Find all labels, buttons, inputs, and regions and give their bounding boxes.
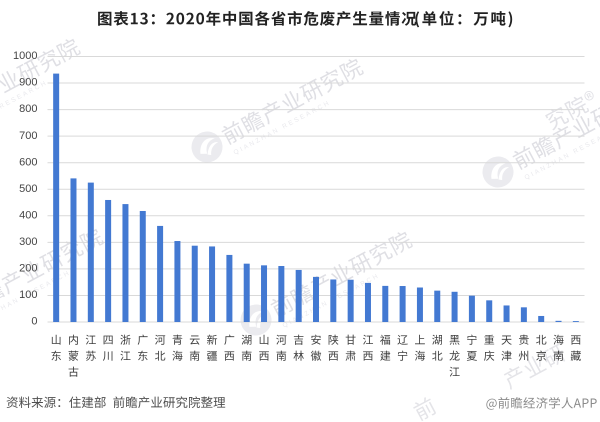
- svg-text:300: 300: [19, 236, 37, 248]
- svg-text:200: 200: [19, 263, 37, 275]
- svg-text:1000: 1000: [13, 50, 37, 62]
- svg-text:700: 700: [19, 130, 37, 142]
- svg-text:800: 800: [19, 103, 37, 115]
- svg-text:400: 400: [19, 209, 37, 221]
- svg-text:900: 900: [19, 77, 37, 89]
- svg-text:600: 600: [19, 156, 37, 168]
- svg-text:100: 100: [19, 289, 37, 301]
- svg-text:500: 500: [19, 183, 37, 195]
- svg-text:0: 0: [31, 316, 37, 328]
